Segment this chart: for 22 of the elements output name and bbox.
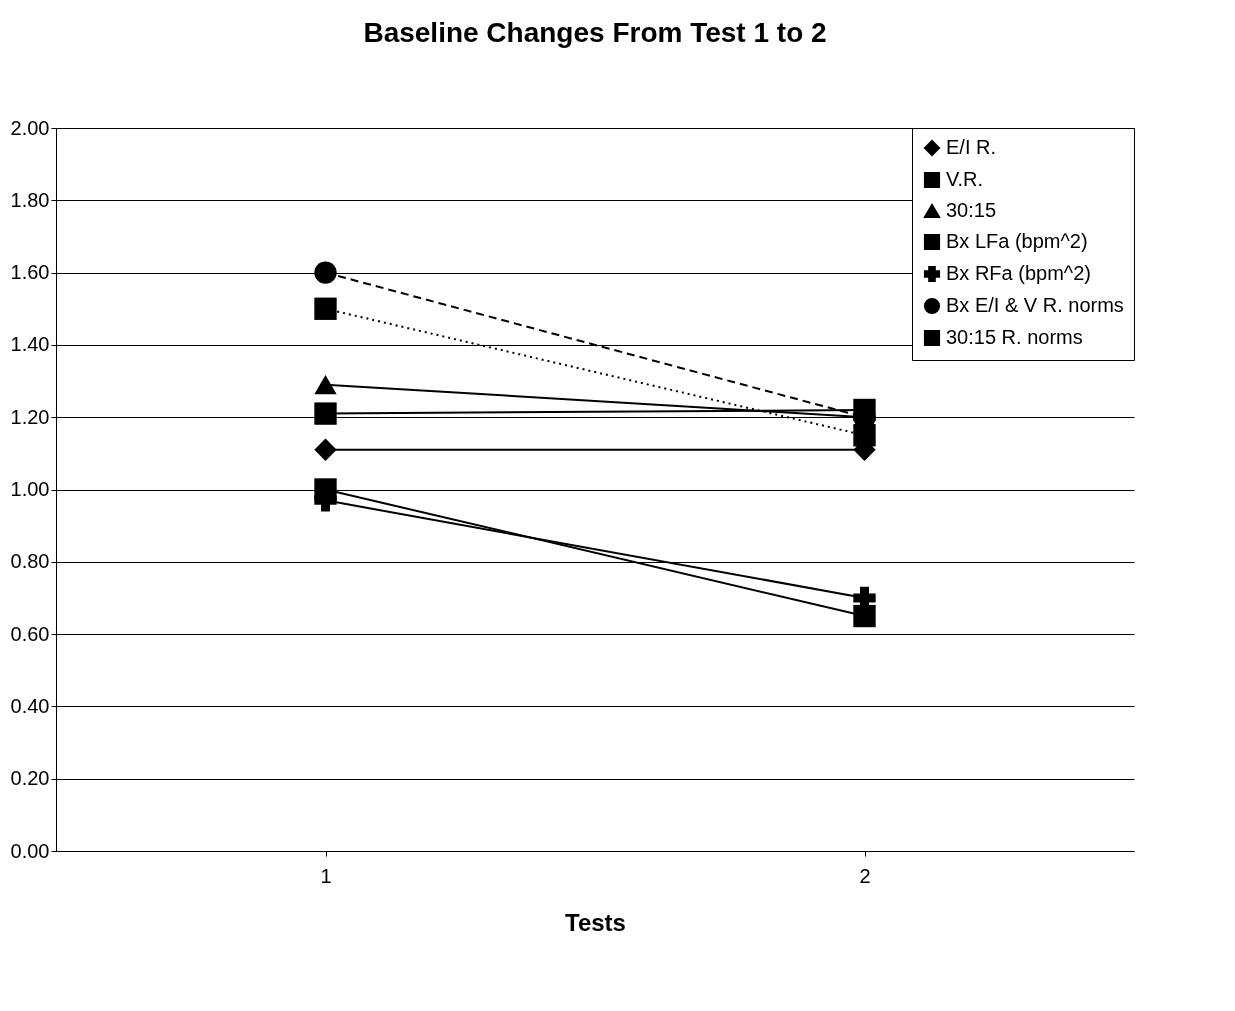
y-tick-label: 1.80 [10,188,50,211]
legend-label: V.R. [946,168,984,190]
y-tick-label: 0.60 [10,622,50,645]
x-tick-label: 1 [320,864,332,887]
y-tick-label: 0.80 [10,550,50,573]
y-tick-label: 2.00 [10,116,50,139]
legend-label: Bx E/I & V R. norms [946,294,1124,316]
y-tick-label: 1.60 [10,261,50,284]
x-tick-label: 2 [859,864,871,887]
y-tick-label: 0.00 [10,839,50,862]
x-axis-title: Tests [565,908,626,936]
y-tick-label: 0.40 [10,694,50,717]
legend-label: E/I R. [946,136,997,158]
legend-label: Bx RFa (bpm^2) [946,262,1091,284]
chart-title: Baseline Changes From Test 1 to 2 [363,17,827,48]
y-tick-label: 1.00 [10,478,50,500]
legend-label: 30:15 R. norms [946,326,1083,348]
legend-label: 30:15 [946,199,997,221]
y-tick-label: 0.20 [10,767,50,790]
y-tick-label: 1.40 [10,333,50,356]
y-tick-label: 1.20 [10,405,50,428]
legend-label: Bx LFa (bpm^2) [946,230,1088,252]
